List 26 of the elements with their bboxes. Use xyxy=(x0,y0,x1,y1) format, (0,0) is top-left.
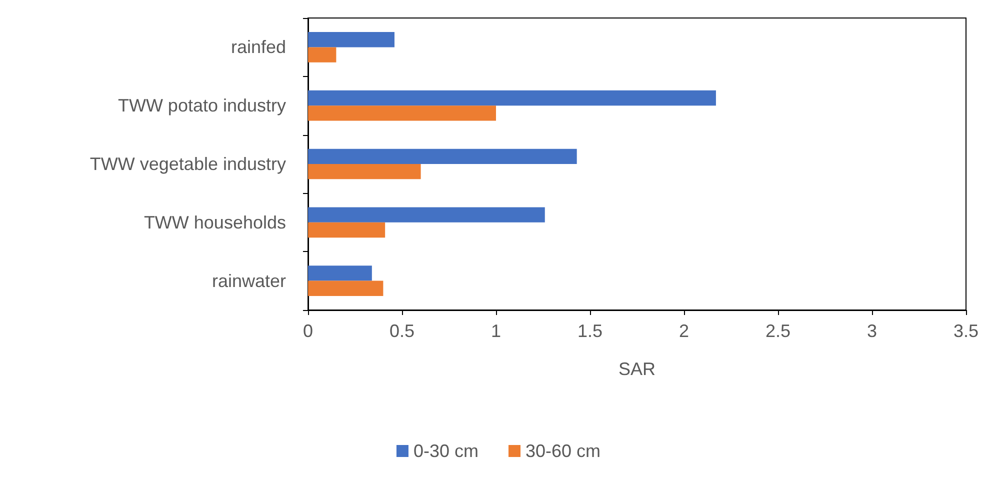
legend-label: 0-30 cm xyxy=(413,441,479,461)
x-tick-label: 1 xyxy=(490,321,502,341)
x-tick-label: 2 xyxy=(678,321,690,341)
y-tick-label: rainfed xyxy=(230,37,286,58)
bar xyxy=(308,106,496,121)
bar xyxy=(308,222,386,238)
y-tick-label: rainwater xyxy=(212,270,286,291)
bar xyxy=(308,164,421,180)
bar xyxy=(308,32,394,48)
x-axis-title: SAR xyxy=(618,359,656,379)
bar xyxy=(308,280,384,296)
x-tick-label: 3 xyxy=(866,321,878,341)
bar xyxy=(308,207,545,222)
x-tick-label: 2.5 xyxy=(765,321,791,341)
bar xyxy=(308,47,336,62)
y-tick-label: TWW potato industry xyxy=(118,96,286,116)
y-tick-label: TWW vegetable industry xyxy=(90,154,286,174)
x-tick-label: 0 xyxy=(302,321,314,341)
x-tick-label: 1.5 xyxy=(577,321,603,341)
bar xyxy=(308,90,716,106)
y-tick-label: TWW households xyxy=(144,212,286,232)
x-tick-label: 3.5 xyxy=(953,321,979,341)
x-tick-label: 0.5 xyxy=(389,321,415,341)
bar xyxy=(308,266,372,281)
bar xyxy=(308,148,577,164)
legend-label: 30-60 cm xyxy=(525,441,601,461)
